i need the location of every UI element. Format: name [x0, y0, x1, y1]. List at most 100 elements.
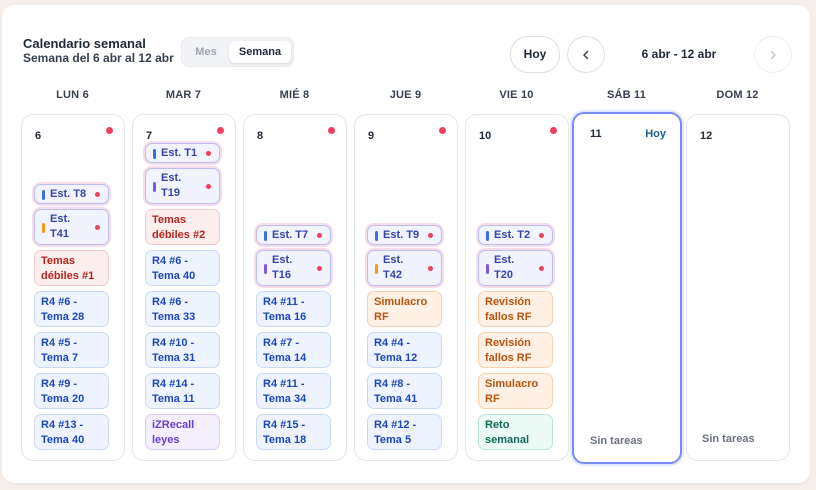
task-label: R4 #6 - Tema 33 [152, 296, 196, 323]
page-title: Calendario semanal [23, 36, 146, 51]
task-chip[interactable]: R4 #12 - Tema 5 [367, 414, 442, 450]
day-header: LUN 6 [56, 89, 89, 101]
task-status-dot [206, 151, 211, 156]
day-number: 11 [590, 128, 602, 140]
task-label: R4 #6 - Tema 28 [41, 296, 85, 323]
no-tasks-label: Sin tareas [702, 433, 755, 445]
task-chip[interactable]: R4 #6 - Tema 33 [145, 291, 220, 327]
task-chip[interactable]: R4 #11 - Tema 34 [256, 373, 331, 409]
study-task-chip[interactable]: Est. T20 [478, 250, 553, 286]
task-label: Temas débiles #2 [152, 214, 206, 241]
next-week-button[interactable] [754, 36, 792, 73]
task-label: R4 #4 - Tema 12 [374, 337, 418, 364]
task-status-dot [539, 266, 544, 271]
pending-indicator-dot [106, 127, 113, 134]
task-label: R4 #14 - Tema 11 [152, 378, 195, 405]
study-task-chip[interactable]: Est. T16 [256, 250, 331, 286]
task-chip[interactable]: Revisión fallos RF [478, 332, 553, 368]
task-chip[interactable]: R4 #10 - Tema 31 [145, 332, 220, 368]
study-task-chip[interactable]: Est. T19 [145, 168, 220, 204]
task-chip[interactable]: Temas débiles #1 [34, 250, 109, 286]
pending-indicator-dot [439, 127, 446, 134]
day-number: 6 [35, 130, 42, 142]
prev-week-button[interactable] [567, 36, 605, 73]
study-task-chip[interactable]: Est. T42 [367, 250, 442, 286]
task-chip[interactable]: Temas débiles #2 [145, 209, 220, 245]
view-month-button[interactable]: Mes [195, 46, 217, 58]
task-chip[interactable]: iZRecall leyes [145, 414, 220, 450]
study-task-chip[interactable]: Est. T1 [145, 143, 220, 163]
day-number: 10 [479, 130, 492, 142]
task-chip[interactable]: R4 #11 - Tema 16 [256, 291, 331, 327]
task-label: Simulacro RF [485, 378, 539, 405]
task-chip[interactable]: Revisión fallos RF [478, 291, 553, 327]
day-header: JUE 9 [389, 89, 422, 101]
study-task-chip[interactable]: Est. T9 [367, 225, 442, 245]
day-header: MIÉ 8 [279, 89, 310, 101]
day-column[interactable]: 8 Est. T7 Est. T16 R4 #11 - Tema 16 R4 #7 - … [243, 114, 347, 461]
task-chip[interactable]: Reto semanal [478, 414, 553, 450]
task-chip[interactable]: R4 #6 - Tema 28 [34, 291, 109, 327]
day-column[interactable]: 10 Est. T2 Est. T20 Revisión fallos RF Revis… [465, 114, 569, 461]
today-label: Hoy [645, 128, 666, 140]
day-column[interactable]: 7 Est. T1 Est. T19 Temas débiles #2 R4 #6 - … [132, 114, 236, 461]
pending-indicator-dot [328, 127, 335, 134]
task-chip[interactable]: R4 #15 - Tema 18 [256, 414, 331, 450]
task-chip[interactable]: R4 #8 - Tema 41 [367, 373, 442, 409]
task-chip[interactable]: Simulacro RF [367, 291, 442, 327]
task-label: Simulacro RF [374, 296, 428, 323]
task-chip[interactable]: R4 #6 - Tema 40 [145, 250, 220, 286]
task-chip[interactable]: R4 #9 - Tema 20 [34, 373, 109, 409]
task-status-dot [317, 266, 322, 271]
task-label: Revisión fallos RF [485, 337, 532, 364]
today-button[interactable]: Hoy [510, 36, 560, 73]
task-label: Est. T16 [272, 254, 293, 281]
task-label: R4 #15 - Tema 18 [263, 419, 307, 446]
task-chip[interactable]: R4 #7 - Tema 14 [256, 332, 331, 368]
day-column[interactable]: 6 Est. T8 Est. T41 Temas débiles #1 R4 #6 - … [21, 114, 125, 461]
task-status-dot [95, 225, 100, 230]
task-label: Est. T42 [383, 254, 404, 281]
task-label: Est. T1 [161, 147, 198, 159]
task-chip[interactable]: R4 #4 - Tema 12 [367, 332, 442, 368]
task-color-bar [486, 264, 489, 274]
chevron-right-icon [770, 50, 776, 59]
task-color-bar [375, 231, 378, 241]
task-chip[interactable]: R4 #13 - Tema 40 [34, 414, 109, 450]
study-task-chip[interactable]: Est. T7 [256, 225, 331, 245]
day-header: VIE 10 [499, 89, 534, 101]
view-toggle: Mes Semana [181, 37, 294, 67]
task-label: Est. T19 [161, 172, 182, 199]
day-column[interactable]: 9 Est. T9 Est. T42 Simulacro RF R4 #4 - Tema… [354, 114, 458, 461]
day-column-today[interactable]: 11 Hoy Sin tareas [572, 112, 682, 464]
task-label: Revisión fallos RF [485, 296, 532, 323]
task-color-bar [153, 182, 156, 192]
task-status-dot [428, 233, 433, 238]
study-task-chip[interactable]: Est. T2 [478, 225, 553, 245]
day-header: SÁB 11 [606, 89, 647, 101]
task-label: R4 #8 - Tema 41 [374, 378, 418, 405]
task-label: R4 #9 - Tema 20 [41, 378, 85, 405]
task-color-bar [486, 231, 489, 241]
task-label: Est. T8 [50, 188, 87, 200]
task-chip[interactable]: R4 #14 - Tema 11 [145, 373, 220, 409]
chevron-left-icon [583, 50, 589, 59]
task-label: Est. T41 [50, 213, 71, 240]
calendar-card: Calendario semanal Semana del 6 abr al 1… [2, 5, 810, 483]
study-task-chip[interactable]: Est. T8 [34, 184, 109, 204]
task-status-dot [95, 192, 100, 197]
task-status-dot [206, 184, 211, 189]
study-task-chip[interactable]: Est. T41 [34, 209, 109, 245]
task-label: Temas débiles #1 [41, 255, 95, 282]
day-column[interactable]: 12 Sin tareas [686, 114, 790, 461]
task-status-dot [428, 266, 433, 271]
task-label: R4 #10 - Tema 31 [152, 337, 196, 364]
task-label: R4 #11 - Tema 16 [263, 296, 307, 323]
view-week-button[interactable]: Semana [229, 41, 291, 63]
day-number: 9 [368, 130, 375, 142]
task-chip[interactable]: R4 #5 - Tema 7 [34, 332, 109, 368]
no-tasks-label: Sin tareas [590, 435, 643, 447]
day-number: 12 [700, 130, 713, 142]
task-label: R4 #7 - Tema 14 [263, 337, 307, 364]
task-chip[interactable]: Simulacro RF [478, 373, 553, 409]
